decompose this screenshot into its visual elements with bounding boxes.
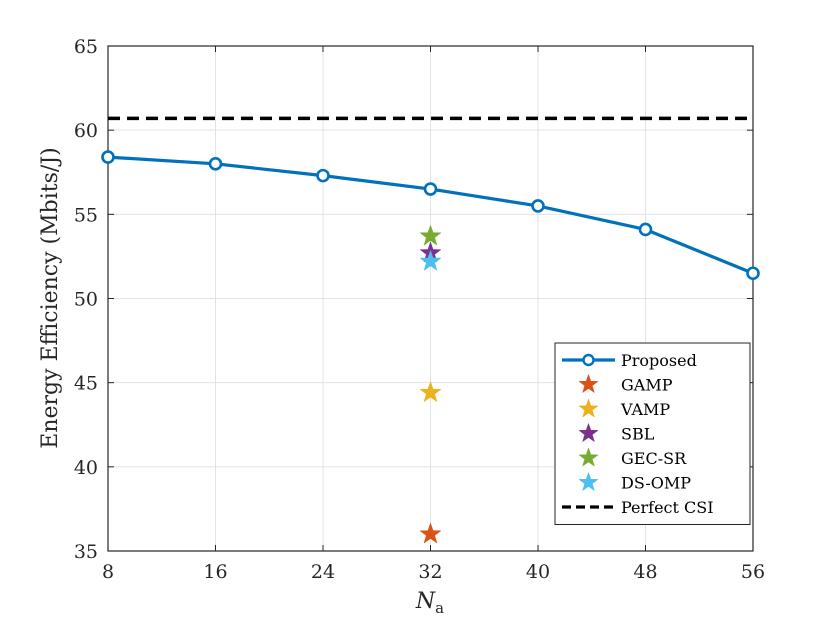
x-tick-label: 56 [741,561,765,583]
proposed-point [746,266,760,281]
x-tick-label: 8 [102,561,114,583]
x-axis-title-subscript: a [435,599,444,617]
x-axis-title: Na [415,589,444,617]
y-tick-label: 35 [74,541,98,563]
x-tick-label: 40 [526,561,550,583]
proposed-point [316,168,330,183]
series-layer [101,116,760,544]
vamp-star [419,381,442,403]
proposed-point [638,222,653,237]
legend-label-perfect-csi: Perfect CSI [621,498,714,517]
legend-swatch-gamp [578,373,599,394]
gamp-star [419,522,442,544]
ticks: 8 16 24 32 40 48 56 35 40 45 50 55 60 65 [74,36,765,583]
legend-label-sbl: SBL [621,425,655,444]
y-tick-label: 45 [74,373,98,395]
proposed-point [208,157,223,171]
y-axis-title: Energy Efficiency (Mbits/J) [38,147,63,448]
y-tick-label: 65 [74,36,98,58]
x-tick-label: 48 [633,561,657,583]
y-tick-label: 50 [74,289,98,311]
legend-label-proposed: Proposed [621,351,697,370]
y-tick-label: 55 [74,204,98,226]
x-tick-label: 24 [311,561,335,583]
proposed-point [101,150,115,164]
ds-omp-star [419,249,442,271]
proposed-point [423,182,438,196]
proposed-point [531,199,545,213]
legend-label-gamp: GAMP [621,376,673,395]
legend-swatch-gec-sr [578,447,599,467]
x-tick-label: 32 [418,561,442,583]
x-axis-title-main: N [415,589,436,614]
legend-swatch-sbl [578,422,599,443]
legend-swatch-vamp [578,398,599,418]
legend-label-ds-omp: DS-OMP [621,474,691,493]
legend-label-gec-sr: GEC-SR [621,449,687,468]
legend-label-vamp: VAMP [620,400,670,419]
y-tick-label: 60 [74,120,98,142]
gec-sr-star [419,224,442,246]
x-tick-label: 16 [203,561,227,583]
legend-swatch-ds-omp [578,471,599,492]
y-tick-label: 40 [74,457,98,479]
legend: Proposed GAMP VAMP SBL GEC-SR DS-OMP Perfect C… [554,342,751,525]
legend-marker-proposed [582,353,595,367]
